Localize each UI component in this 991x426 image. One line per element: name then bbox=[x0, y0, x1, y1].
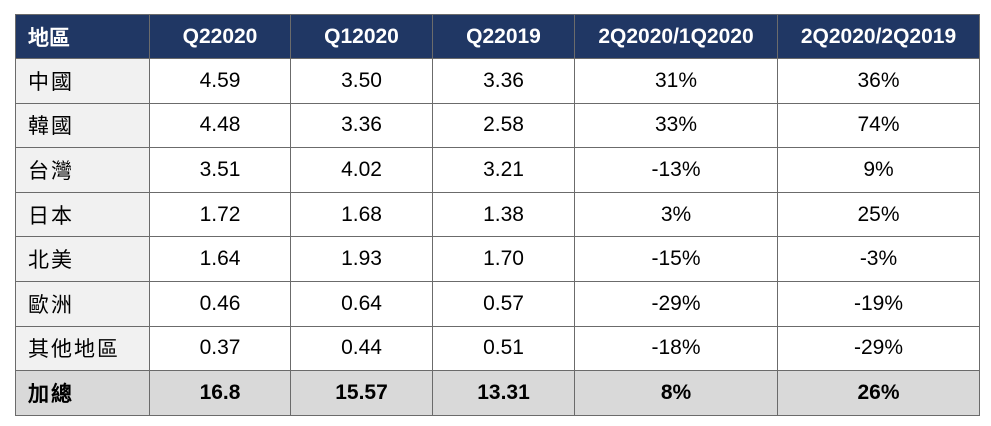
table-row: 台灣 3.51 4.02 3.21 -13% 9% bbox=[15, 147, 980, 193]
total-q2-2020-cell: 16.8 bbox=[149, 370, 291, 416]
table-row: 日本 1.72 1.68 1.38 3% 25% bbox=[15, 191, 980, 238]
table-row: 歐洲 0.46 0.64 0.57 -29% -19% bbox=[15, 280, 980, 327]
q2-2020-cell: 0.37 bbox=[149, 325, 291, 372]
q2-2019-cell: 3.36 bbox=[432, 58, 575, 104]
region-cell: 其他地區 bbox=[15, 325, 150, 372]
total-q2-2019-cell: 13.31 bbox=[432, 370, 575, 416]
yoy-cell: -19% bbox=[777, 280, 980, 327]
total-label-cell: 加總 bbox=[15, 370, 150, 416]
total-row: 加總 16.8 15.57 13.31 8% 26% bbox=[15, 370, 980, 416]
regional-data-table: 地區 Q22020 Q12020 Q22019 2Q2020/1Q2020 2Q… bbox=[15, 14, 980, 416]
q2-2020-cell: 4.59 bbox=[149, 58, 291, 104]
q2-2019-cell: 1.38 bbox=[432, 191, 575, 238]
yoy-cell: -3% bbox=[777, 236, 980, 282]
q2-2020-cell: 0.46 bbox=[149, 280, 291, 327]
table-row: 中國 4.59 3.50 3.36 31% 36% bbox=[15, 58, 980, 104]
q2-2019-cell: 1.70 bbox=[432, 236, 575, 282]
q1-2020-cell: 1.68 bbox=[290, 191, 433, 238]
q2-2019-cell: 3.21 bbox=[432, 147, 575, 193]
header-q1-2020: Q12020 bbox=[290, 14, 433, 59]
region-cell: 歐洲 bbox=[15, 280, 150, 327]
qoq-cell: -13% bbox=[574, 147, 778, 193]
table-row: 北美 1.64 1.93 1.70 -15% -3% bbox=[15, 236, 980, 282]
header-q2-2020: Q22020 bbox=[149, 14, 291, 59]
qoq-cell: -18% bbox=[574, 325, 778, 372]
table-row: 其他地區 0.37 0.44 0.51 -18% -29% bbox=[15, 325, 980, 372]
qoq-cell: -29% bbox=[574, 280, 778, 327]
q2-2019-cell: 0.51 bbox=[432, 325, 575, 372]
total-yoy-cell: 26% bbox=[777, 370, 980, 416]
q1-2020-cell: 4.02 bbox=[290, 147, 433, 193]
yoy-cell: 9% bbox=[777, 147, 980, 193]
header-yoy-change: 2Q2020/2Q2019 bbox=[777, 14, 980, 59]
q2-2020-cell: 1.72 bbox=[149, 191, 291, 238]
q2-2020-cell: 4.48 bbox=[149, 102, 291, 149]
q1-2020-cell: 3.36 bbox=[290, 102, 433, 149]
region-cell: 台灣 bbox=[15, 147, 150, 193]
region-cell: 韓國 bbox=[15, 102, 150, 149]
q2-2019-cell: 0.57 bbox=[432, 280, 575, 327]
yoy-cell: 74% bbox=[777, 102, 980, 149]
qoq-cell: 31% bbox=[574, 58, 778, 104]
yoy-cell: 36% bbox=[777, 58, 980, 104]
q2-2019-cell: 2.58 bbox=[432, 102, 575, 149]
q2-2020-cell: 3.51 bbox=[149, 147, 291, 193]
q1-2020-cell: 1.93 bbox=[290, 236, 433, 282]
region-cell: 北美 bbox=[15, 236, 150, 282]
yoy-cell: 25% bbox=[777, 191, 980, 238]
qoq-cell: 3% bbox=[574, 191, 778, 238]
qoq-cell: -15% bbox=[574, 236, 778, 282]
yoy-cell: -29% bbox=[777, 325, 980, 372]
header-q2-2019: Q22019 bbox=[432, 14, 575, 59]
q1-2020-cell: 0.44 bbox=[290, 325, 433, 372]
q2-2020-cell: 1.64 bbox=[149, 236, 291, 282]
total-q1-2020-cell: 15.57 bbox=[290, 370, 433, 416]
region-cell: 中國 bbox=[15, 58, 150, 104]
table-header-row: 地區 Q22020 Q12020 Q22019 2Q2020/1Q2020 2Q… bbox=[15, 14, 980, 59]
qoq-cell: 33% bbox=[574, 102, 778, 149]
q1-2020-cell: 0.64 bbox=[290, 280, 433, 327]
header-region: 地區 bbox=[15, 14, 150, 59]
q1-2020-cell: 3.50 bbox=[290, 58, 433, 104]
header-qoq-change: 2Q2020/1Q2020 bbox=[574, 14, 778, 59]
table-row: 韓國 4.48 3.36 2.58 33% 74% bbox=[15, 102, 980, 149]
region-cell: 日本 bbox=[15, 191, 150, 238]
total-qoq-cell: 8% bbox=[574, 370, 778, 416]
table-container: 地區 Q22020 Q12020 Q22019 2Q2020/1Q2020 2Q… bbox=[15, 14, 980, 416]
